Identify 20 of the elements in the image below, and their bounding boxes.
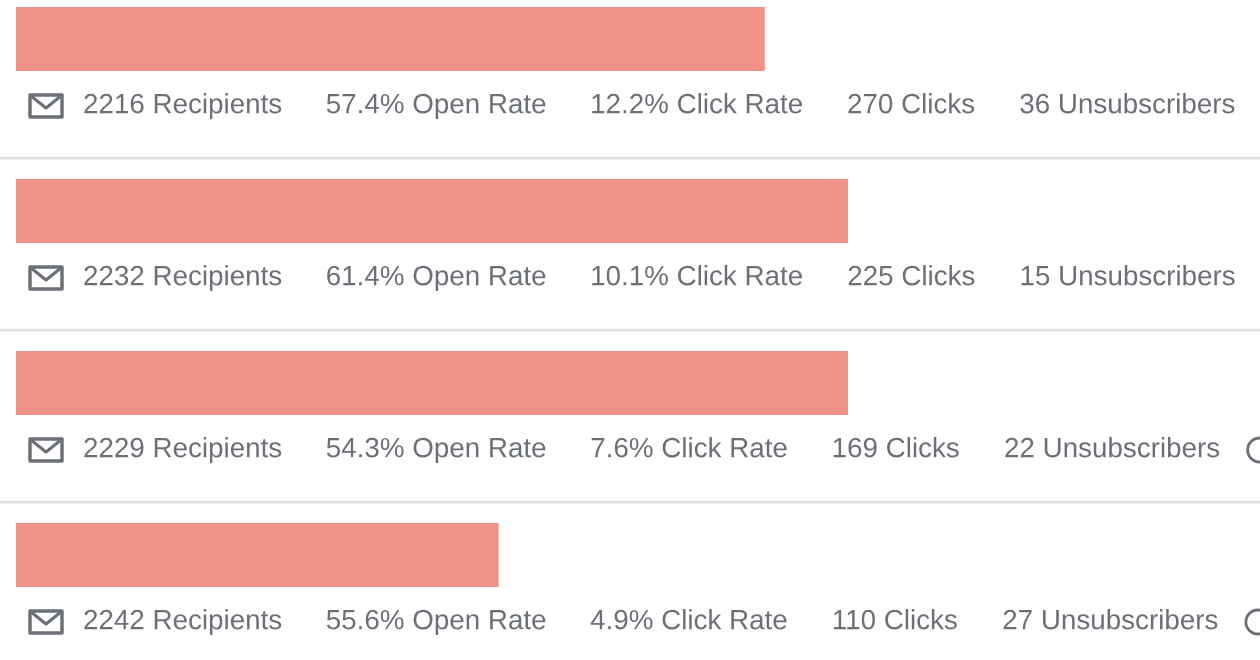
annotation: 55.6% Open Rate: [326, 609, 546, 635]
annotation: 57.4% Open Rate: [326, 93, 546, 119]
annotation: 12.2% Click Rate: [592, 93, 802, 114]
annotation: 2229 Recipients: [84, 437, 282, 463]
annotation: 169 Clicks: [833, 437, 959, 458]
text: 27 Unsubscribers: [1003, 609, 1218, 630]
annotation: 54.3% Open Rate: [326, 437, 546, 463]
text: 270 Clicks: [848, 93, 975, 114]
annotation: 2232 Recipients: [84, 265, 282, 291]
text: 22 Unsubscribers: [1005, 437, 1220, 458]
annotation: 2216 Recipients: [84, 93, 282, 119]
annotation: 10.1% Click Rate: [592, 265, 802, 286]
text: 36 Unsubscribers: [1020, 93, 1235, 114]
annotation: 2242 Recipients: [84, 609, 282, 635]
text: 225 Clicks: [848, 265, 975, 286]
annotation: 7.6% Click Rate: [591, 437, 787, 458]
annotation: 110 Clicks: [833, 609, 957, 630]
annotation: 61.4% Open Rate: [327, 265, 546, 291]
annotation: 4.9% Click Rate: [590, 609, 787, 630]
text: 15 Unsubscribers: [1021, 265, 1235, 286]
